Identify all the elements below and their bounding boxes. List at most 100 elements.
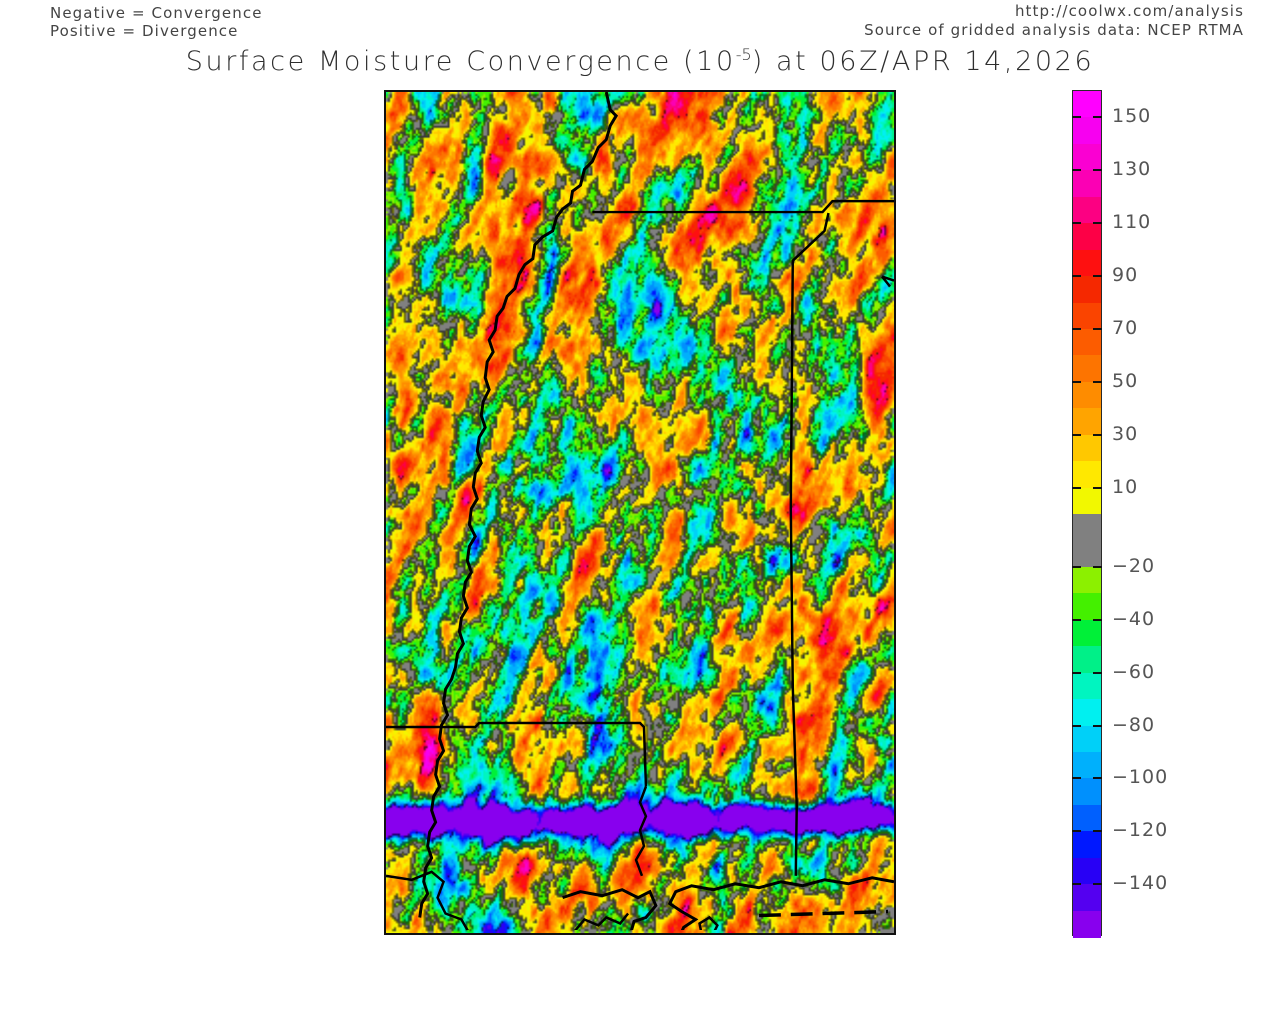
source-url[interactable]: http://coolwx.com/analysis (1014, 2, 1244, 20)
colorbar-band (1073, 170, 1101, 198)
colorbar-tick (1093, 380, 1102, 383)
colorbar-tick (1093, 883, 1102, 886)
colorbar-band (1073, 857, 1101, 885)
colorbar-tick (1093, 433, 1102, 436)
colorbar-tick (1072, 275, 1081, 278)
colorbar-band (1073, 223, 1101, 251)
colorbar-band (1073, 302, 1101, 330)
colorbar-band (1073, 619, 1101, 647)
colorbar-tick (1072, 724, 1081, 727)
note-negative: Negative = Convergence (50, 4, 263, 22)
colorbar-tick (1072, 618, 1081, 621)
colorbar-band (1073, 778, 1101, 806)
colorbar-tick-label: 30 (1112, 422, 1139, 445)
colorbar-band (1073, 143, 1101, 171)
page-title: Surface Moisture Convergence (10-5) at 0… (0, 45, 1280, 77)
colorbar-band (1073, 672, 1101, 700)
colorbar-tick (1072, 327, 1081, 330)
colorbar-band (1073, 751, 1101, 779)
colorbar-tick (1072, 883, 1081, 886)
colorbar-tick-label: −20 (1112, 554, 1156, 577)
colorbar-band (1073, 699, 1101, 727)
title-prefix: Surface Moisture Convergence (10 (185, 46, 736, 77)
pearl-river-border (634, 786, 648, 877)
mississippi-river-border (418, 92, 619, 918)
colorbar-band (1073, 514, 1101, 542)
colorbar-tick (1093, 486, 1102, 489)
geography-overlay (386, 92, 894, 931)
colorbar-band (1073, 725, 1101, 753)
colorbar-tick (1072, 169, 1081, 172)
colorbar-tick-label: 90 (1112, 264, 1139, 287)
note-positive: Positive = Divergence (50, 22, 239, 40)
colorbar-tick-label: 110 (1112, 211, 1152, 234)
colorbar-tick-label: −60 (1112, 660, 1156, 683)
southern-state-border (386, 721, 648, 787)
sign-convention-note: Negative = Convergence Positive = Diverg… (50, 4, 263, 40)
alabama-east-border (789, 212, 830, 876)
colorbar-band (1073, 910, 1101, 938)
colorbar-tick-label: −120 (1112, 819, 1169, 842)
colorbar-tick-label: −80 (1112, 713, 1156, 736)
colorbar-band (1073, 831, 1101, 859)
colorbar-tick (1093, 618, 1102, 621)
colorbar-tick (1093, 275, 1102, 278)
colorbar-band (1073, 276, 1101, 304)
colorbar-band (1073, 566, 1101, 594)
colorbar-tick-label: −100 (1112, 766, 1169, 789)
colorbar-tick (1093, 222, 1102, 225)
lower-river (573, 912, 630, 931)
colorbar-tick (1093, 327, 1102, 330)
colorbar-band (1073, 434, 1101, 462)
colorbar-tick (1072, 222, 1081, 225)
weather-map-panel[interactable] (384, 90, 896, 935)
colorbar-band (1073, 487, 1101, 515)
colorbar-band (1073, 381, 1101, 409)
colorbar-band (1073, 196, 1101, 224)
bay-outline (698, 915, 719, 931)
colorbar-tick (1093, 830, 1102, 833)
colorbar-tick (1072, 777, 1081, 780)
colorbar-tick-label: 50 (1112, 369, 1139, 392)
colorbar-band (1073, 646, 1101, 674)
colorbar-band (1073, 355, 1101, 383)
colorbar-band (1073, 328, 1101, 356)
colorbar-tick (1093, 777, 1102, 780)
colorbar-tick-label: 70 (1112, 316, 1139, 339)
colorbar-tick-label: 150 (1112, 105, 1152, 128)
colorbar-band (1073, 91, 1101, 119)
title-suffix: ) at 06Z/APR 14,2026 (751, 46, 1095, 77)
colorbar-band (1073, 884, 1101, 912)
northern-state-border (592, 199, 894, 214)
colorbar-tick (1093, 116, 1102, 119)
colorbar-band (1073, 249, 1101, 277)
colorbar-tick (1093, 671, 1102, 674)
colorbar-band (1073, 593, 1101, 621)
colorbar-tick (1072, 116, 1081, 119)
colorbar-band (1073, 461, 1101, 489)
colorbar-tick (1093, 565, 1102, 568)
source-data: Source of gridded analysis data: NCEP RT… (864, 21, 1244, 39)
colorbar-band (1073, 804, 1101, 832)
source-attribution: http://coolwx.com/analysis Source of gri… (864, 2, 1244, 40)
colorbar-tick (1072, 433, 1081, 436)
louisiana-parish-border (386, 870, 470, 931)
colorbar-tick-label: 130 (1112, 158, 1152, 181)
colorbar-tick-label: −140 (1112, 872, 1169, 895)
colorbar-tick (1072, 565, 1081, 568)
colorbar-tick (1093, 724, 1102, 727)
barrier-islands (758, 909, 889, 918)
colorbar-tick-label: 10 (1112, 475, 1139, 498)
colorbar-tick (1072, 486, 1081, 489)
colorbar-tick-label: −40 (1112, 607, 1156, 630)
colorbar-tick (1072, 671, 1081, 674)
title-exponent: -5 (735, 45, 752, 64)
colorbar-band (1073, 408, 1101, 436)
colorbar[interactable] (1072, 90, 1102, 938)
colorbar-band (1073, 117, 1101, 145)
gulf-coastline (562, 876, 894, 931)
colorbar-gradient (1072, 90, 1102, 938)
colorbar-tick (1093, 169, 1102, 172)
colorbar-band (1073, 540, 1101, 568)
colorbar-tick (1072, 830, 1081, 833)
